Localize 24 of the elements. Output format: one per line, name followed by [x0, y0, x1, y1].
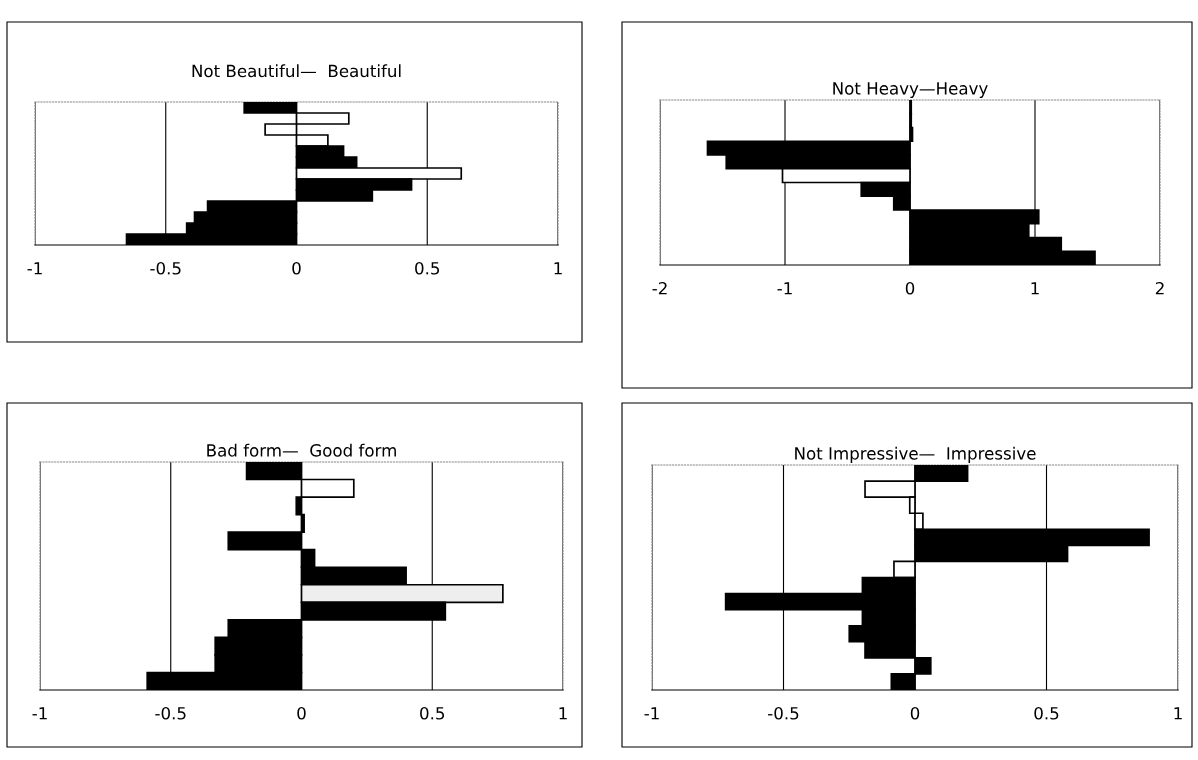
x-tick-label: 0: [910, 706, 920, 720]
x-tick-label: -1: [644, 707, 659, 720]
chart-title: Bad form— Good form: [207, 443, 396, 457]
x-tick-label: -1: [27, 262, 42, 275]
x-tick-label: 0: [297, 706, 306, 720]
x-tick-label: 0: [292, 261, 301, 275]
x-tick-label: -1: [32, 707, 47, 720]
x-tick-label: 0.5: [1034, 706, 1059, 720]
x-tick-label: 1: [559, 707, 567, 720]
x-tick-label: 0.5: [420, 706, 445, 720]
x-tick-label: 0: [905, 281, 915, 295]
x-tick-label: 1: [554, 262, 562, 275]
x-tick-label: -0.5: [150, 261, 181, 275]
x-tick-label: 0.5: [415, 261, 440, 275]
chart-title: Not Heavy—Heavy: [833, 82, 988, 98]
x-tick-label: 1: [1174, 707, 1182, 720]
x-tick-label: -1: [777, 282, 792, 295]
chart-title: Not Beautiful— Beautiful: [192, 64, 401, 78]
x-tick-label: -0.5: [155, 706, 186, 720]
x-tick-label: 1: [1031, 282, 1039, 295]
x-tick-label: -0.5: [768, 706, 799, 720]
x-tick-label: 2: [1155, 281, 1164, 295]
x-tick-label: -2: [652, 281, 667, 295]
chart-title: Not Impressive— Impressive: [795, 446, 1036, 463]
